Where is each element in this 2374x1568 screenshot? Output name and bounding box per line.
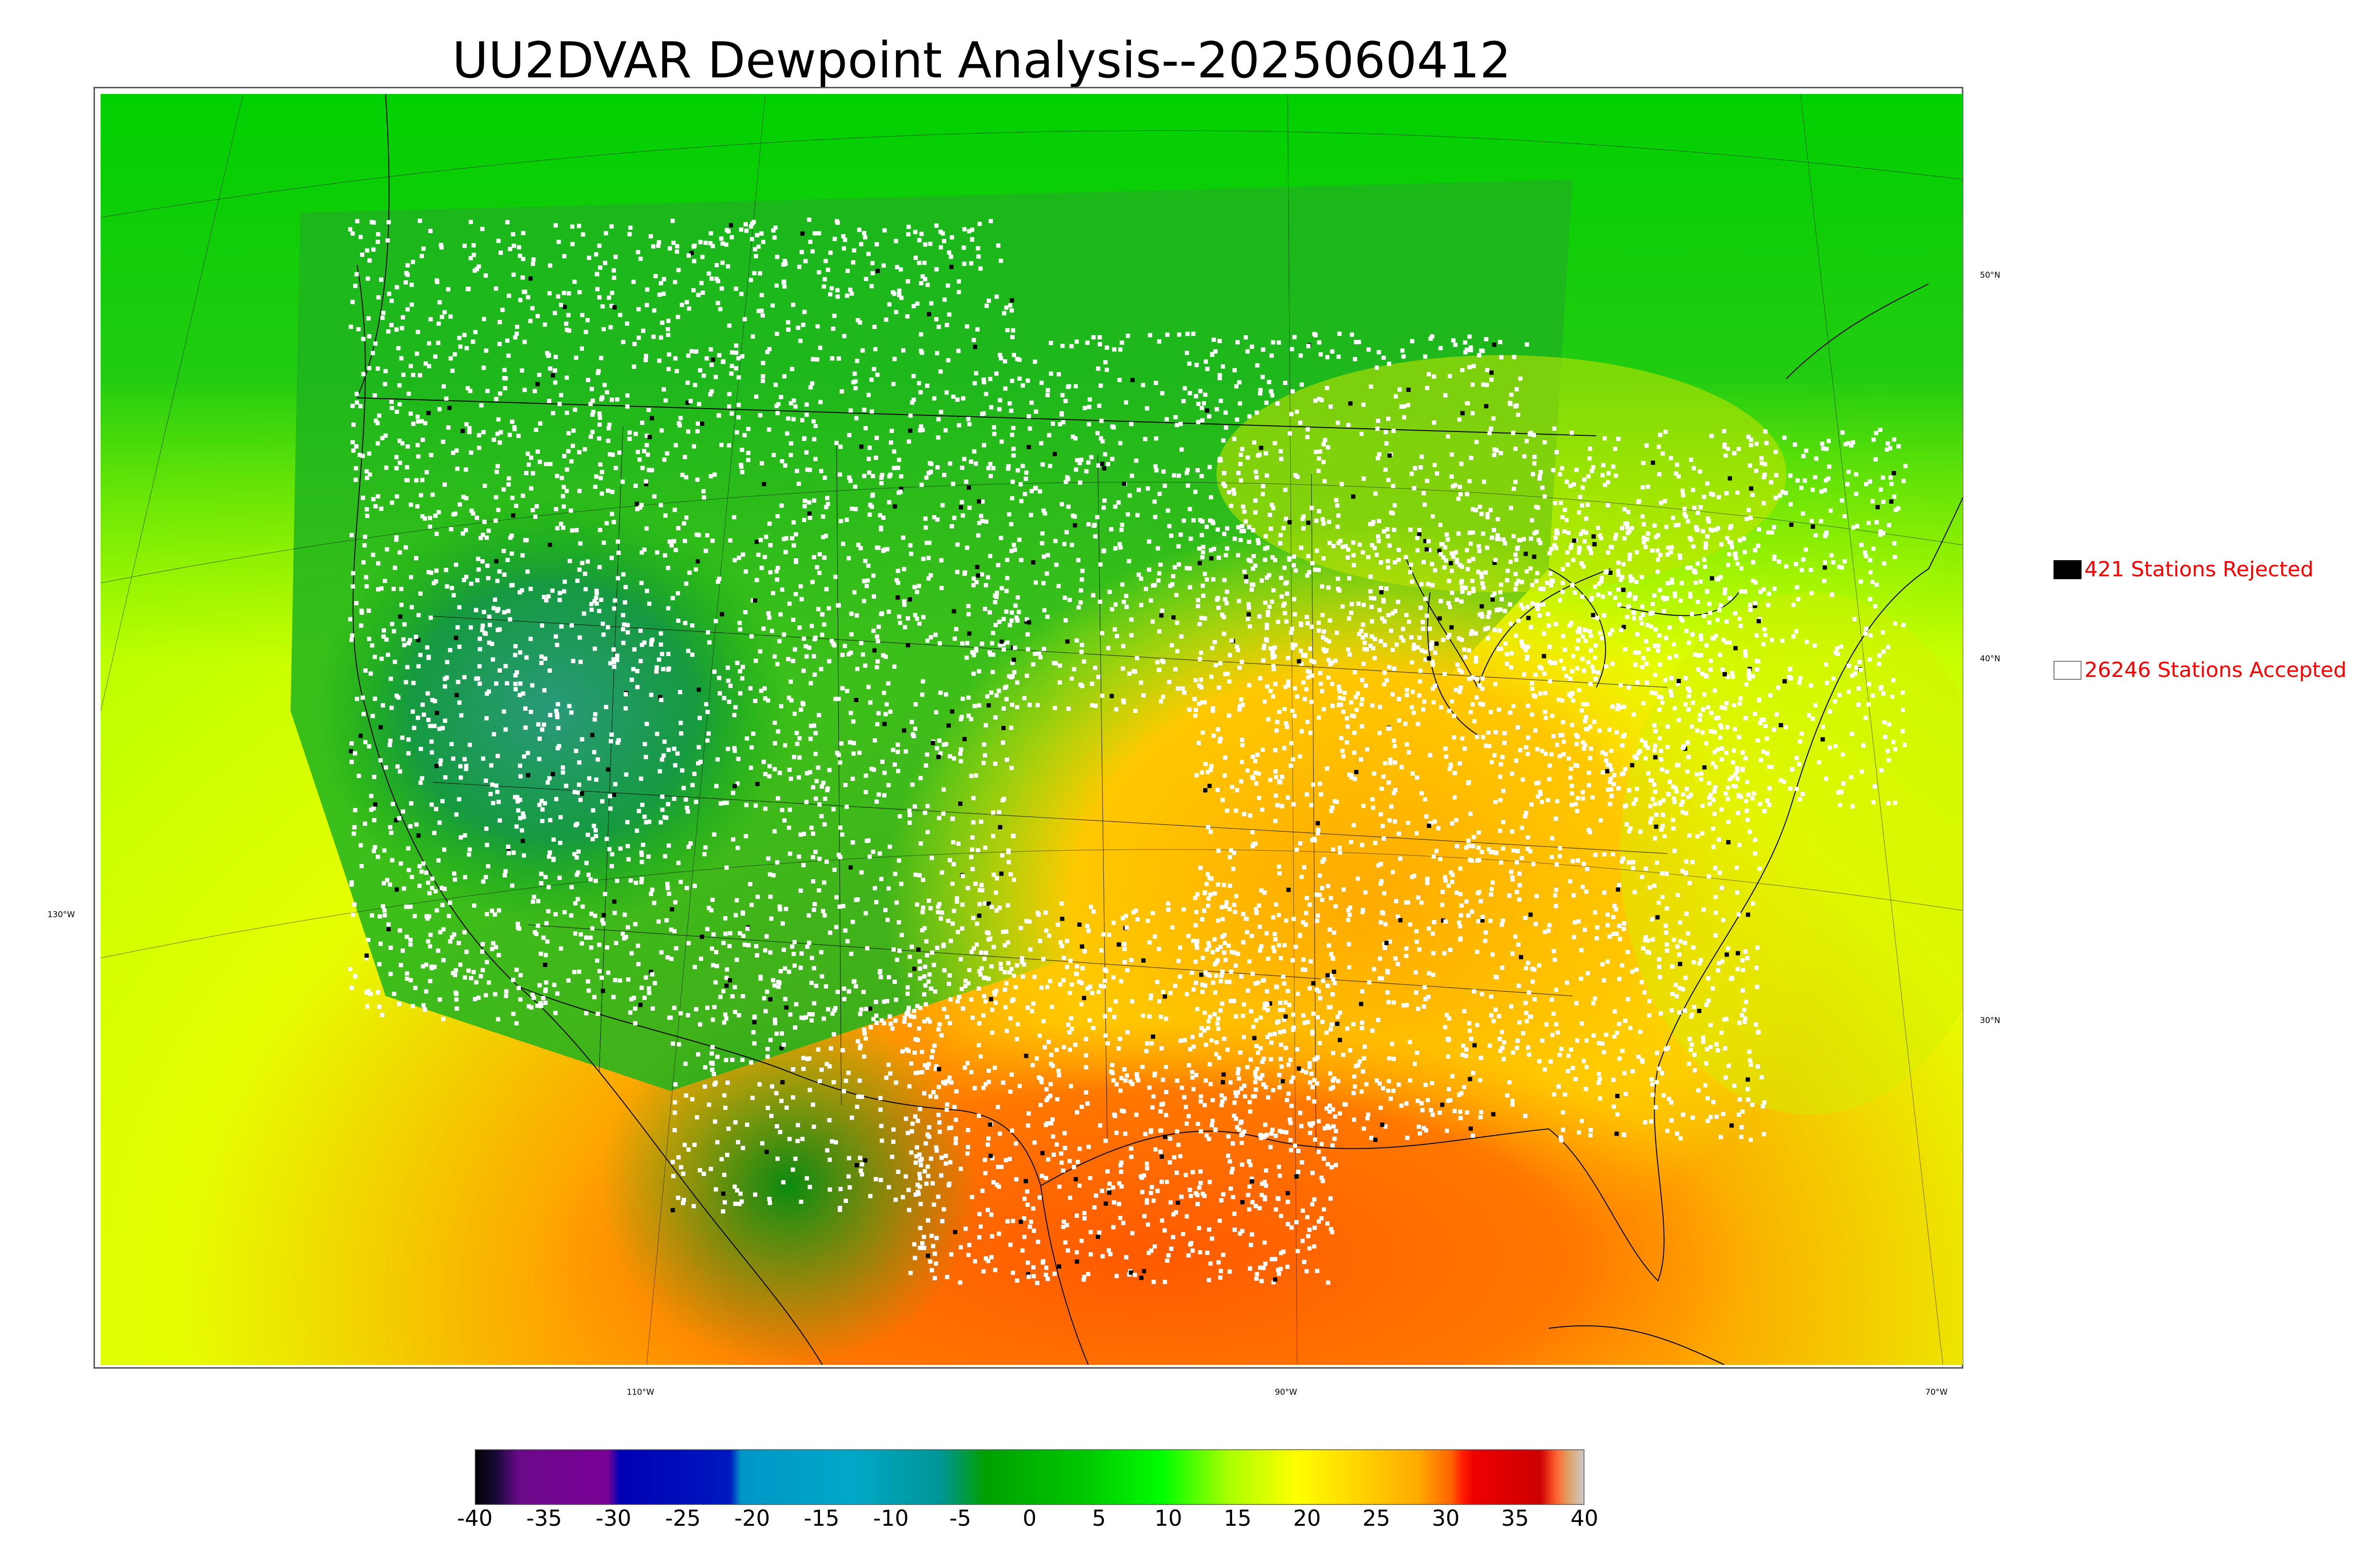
- colorbar: [475, 1449, 1584, 1505]
- lat-label: 40°N: [1980, 654, 2000, 664]
- chart-title: UU2DVAR Dewpoint Analysis--2025060412: [452, 31, 1511, 89]
- accepted-label: 26246 Stations Accepted: [2084, 658, 2347, 682]
- rejected-swatch: [2054, 560, 2082, 579]
- colorbar-tick-label: -20: [734, 1505, 770, 1531]
- colorbar-tick-label: -30: [595, 1505, 631, 1531]
- lon-label: 110°W: [627, 1388, 654, 1397]
- lat-label: 50°N: [1980, 271, 2000, 280]
- colorbar-tick-label: -40: [457, 1505, 493, 1531]
- lon-label: 130°W: [47, 910, 75, 920]
- accepted-swatch: [2054, 661, 2082, 680]
- colorbar-tick-label: 20: [1293, 1505, 1321, 1531]
- station-markers: [348, 217, 1908, 1285]
- colorbar-tick-label: 0: [1022, 1505, 1037, 1531]
- colorbar-tick-label: 5: [1092, 1505, 1106, 1531]
- colorbar-tick-label: 10: [1154, 1505, 1182, 1531]
- lat-label: 30°N: [1980, 1016, 2000, 1025]
- colorbar-tick-label: 15: [1224, 1505, 1252, 1531]
- legend-rejected: 421 Stations Rejected: [2054, 559, 2314, 580]
- colorbar-tick-label: 35: [1501, 1505, 1529, 1531]
- lon-label: 70°W: [1925, 1388, 1948, 1397]
- colorbar-tick-label: -35: [526, 1505, 562, 1531]
- dewpoint-map: [101, 94, 1963, 1365]
- colorbar-tick-label: -25: [665, 1505, 701, 1531]
- rejected-label: 421 Stations Rejected: [2084, 557, 2314, 582]
- colorbar-tick-label: -15: [803, 1505, 839, 1531]
- colorbar-tick-label: -5: [949, 1505, 971, 1531]
- colorbar-tick-label: 25: [1362, 1505, 1391, 1531]
- legend-accepted: 26246 Stations Accepted: [2054, 660, 2346, 681]
- colorbar-tick-label: 30: [1432, 1505, 1460, 1531]
- colorbar-tick-label: 40: [1570, 1505, 1599, 1531]
- colorbar-tick-label: -10: [873, 1505, 909, 1531]
- lon-label: 90°W: [1275, 1388, 1297, 1397]
- colorbar-fill: [475, 1449, 1584, 1505]
